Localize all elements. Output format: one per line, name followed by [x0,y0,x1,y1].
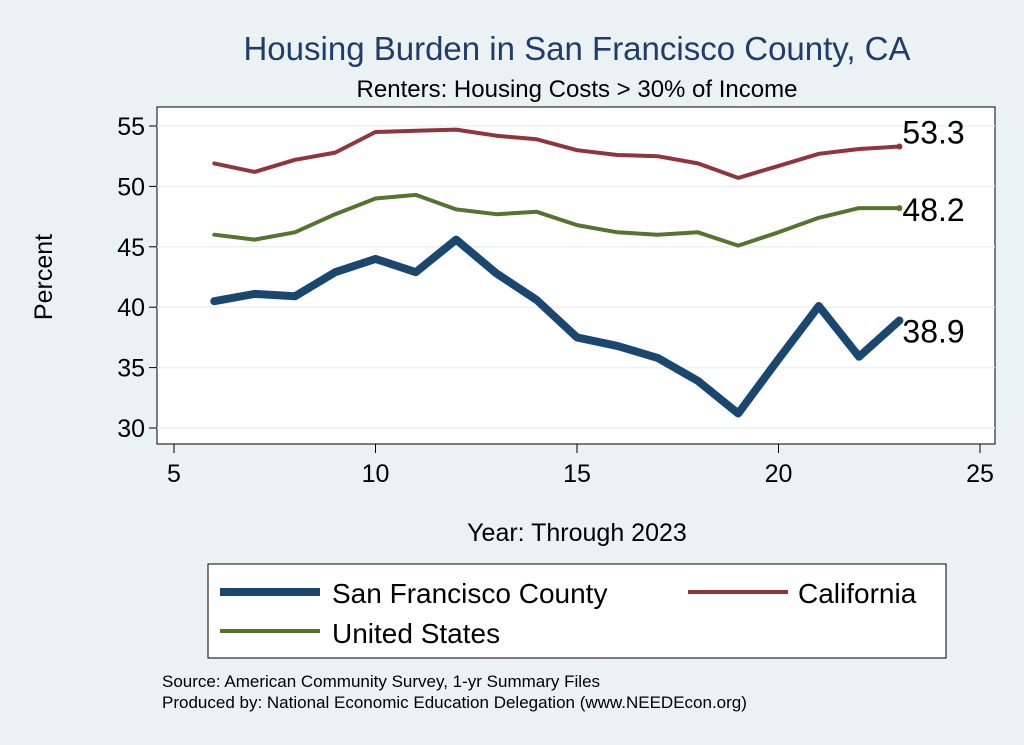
legend-box [207,563,947,659]
y-axis-title: Percent [30,234,58,320]
x-tick-label: 25 [966,460,994,488]
end-label-united-states: 48.2 [902,192,964,228]
legend-label-california: California [798,578,917,609]
y-tick-label: 40 [117,294,145,322]
chart-title: Housing Burden in San Francisco County, … [243,30,910,67]
end-labels: 53.3 48.2 38.9 [902,115,964,350]
series-line-united-states [212,192,902,248]
chart-subtitle: Renters: Housing Costs > 30% of Income [357,76,798,103]
x-axis-title: Year: Through 2023 [467,519,687,547]
plot-area [156,106,996,445]
y-tick-label: 45 [117,234,145,262]
legend-label-san-francisco-county: San Francisco County [332,578,607,609]
series-line-san-francisco-county [210,235,904,418]
series-end-marker [896,143,903,150]
x-tick-label: 10 [362,460,390,488]
series-lines [210,127,904,418]
legend: San Francisco County California United Sta… [220,578,917,649]
end-label-san-francisco-county: 38.9 [902,313,964,349]
y-tick-label: 30 [117,415,145,443]
series-end-marker [896,205,903,212]
y-tick-label: 50 [117,173,145,201]
end-label-california: 53.3 [902,115,964,151]
grid-lines [157,125,995,429]
series-line-california [212,127,902,180]
source-line-2: Produced by: National Economic Education… [162,693,747,712]
series-end-marker [896,317,903,324]
source-line-1: Source: American Community Survey, 1-yr … [162,672,600,691]
y-tick-label: 35 [117,355,145,383]
x-tick-label: 20 [765,460,793,488]
x-tick-label: 15 [563,460,591,488]
legend-label-united-states: United States [332,618,500,649]
y-tick-label: 55 [117,113,145,141]
x-tick-label: 5 [167,460,181,488]
